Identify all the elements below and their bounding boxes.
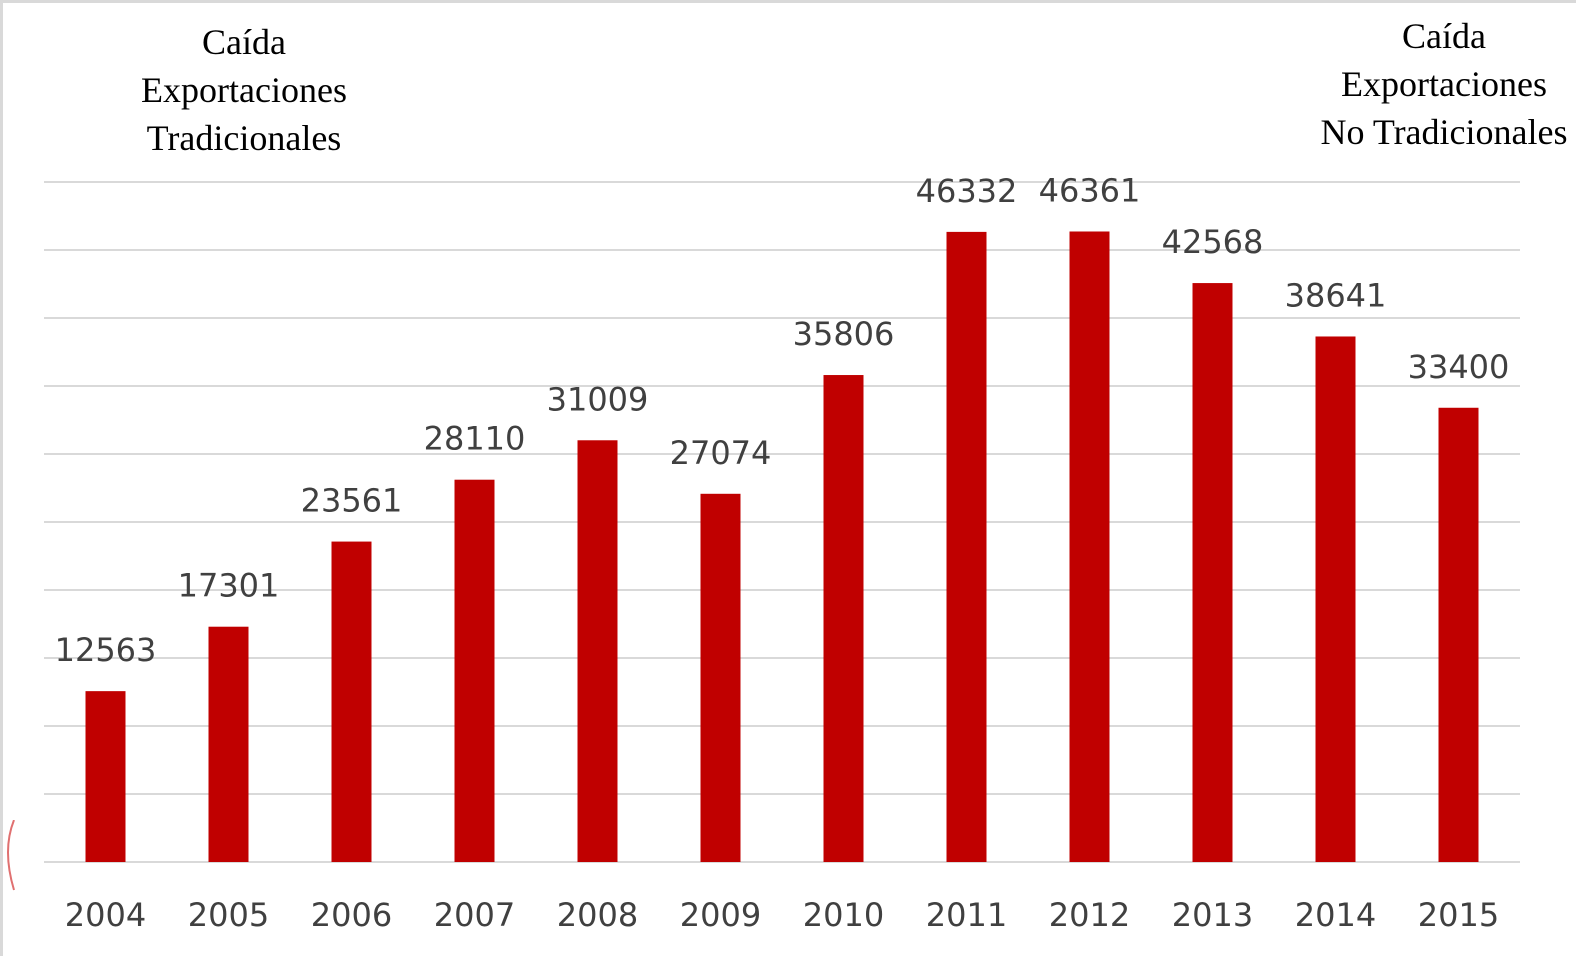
bar-2015 bbox=[1438, 407, 1479, 862]
data-labels: 12563 17301 23561 28110 31009 27074 35806 46332… bbox=[55, 171, 1510, 669]
bar-2004 bbox=[85, 691, 126, 862]
x-tick-label-2011: 2011 bbox=[926, 896, 1007, 934]
x-tick-label-2004: 2004 bbox=[65, 896, 146, 934]
bar-2009 bbox=[700, 493, 741, 862]
bar-2008 bbox=[577, 440, 618, 862]
annotation-caida-tradicionales: Caída Exportaciones Tradicionales bbox=[104, 18, 384, 162]
x-tick-label-2006: 2006 bbox=[311, 896, 392, 934]
decorative-arc bbox=[7, 820, 15, 891]
data-label-2007: 28110 bbox=[424, 420, 526, 458]
bar-2012 bbox=[1069, 231, 1110, 862]
annotation-line: Caída bbox=[202, 22, 286, 62]
annotation-line: Caída bbox=[1402, 16, 1486, 56]
gridlines bbox=[44, 181, 1520, 863]
bar-2014 bbox=[1315, 336, 1356, 862]
annotation-caida-no-tradicionales: Caída Exportaciones No Tradicionales bbox=[1294, 12, 1576, 156]
x-axis-tick-labels: 2004 2005 2006 2007 2008 2009 2010 2011 2012 2013… bbox=[65, 896, 1499, 934]
x-tick-label-2012: 2012 bbox=[1049, 896, 1130, 934]
data-label-2009: 27074 bbox=[670, 434, 772, 472]
data-label-2005: 17301 bbox=[178, 567, 280, 605]
bars bbox=[85, 231, 1479, 863]
data-label-2011: 46332 bbox=[916, 172, 1018, 210]
data-label-2012: 46361 bbox=[1039, 171, 1141, 209]
x-tick-label-2013: 2013 bbox=[1172, 896, 1253, 934]
annotation-line: Tradicionales bbox=[146, 118, 342, 158]
bar-2005 bbox=[208, 626, 249, 862]
x-tick-label-2007: 2007 bbox=[434, 896, 515, 934]
x-tick-label-2009: 2009 bbox=[680, 896, 761, 934]
data-label-2013: 42568 bbox=[1162, 223, 1264, 261]
x-tick-label-2015: 2015 bbox=[1418, 896, 1499, 934]
data-label-2015: 33400 bbox=[1408, 348, 1510, 386]
data-label-2014: 38641 bbox=[1285, 276, 1387, 314]
bar-2013 bbox=[1192, 283, 1233, 862]
x-tick-label-2008: 2008 bbox=[557, 896, 638, 934]
bar-2006 bbox=[331, 541, 372, 862]
x-tick-label-2005: 2005 bbox=[188, 896, 269, 934]
data-label-2006: 23561 bbox=[301, 482, 403, 520]
x-tick-label-2010: 2010 bbox=[803, 896, 884, 934]
annotation-line: No Tradicionales bbox=[1320, 112, 1568, 152]
data-label-2008: 31009 bbox=[547, 380, 649, 418]
x-tick-label-2014: 2014 bbox=[1295, 896, 1376, 934]
data-label-2004: 12563 bbox=[55, 631, 157, 669]
annotation-line: Exportaciones bbox=[141, 70, 347, 110]
data-label-2010: 35806 bbox=[793, 315, 895, 353]
bar-2011 bbox=[946, 231, 987, 863]
bar-2010 bbox=[823, 375, 864, 862]
bar-2007 bbox=[454, 479, 495, 862]
annotation-line: Exportaciones bbox=[1341, 64, 1547, 104]
